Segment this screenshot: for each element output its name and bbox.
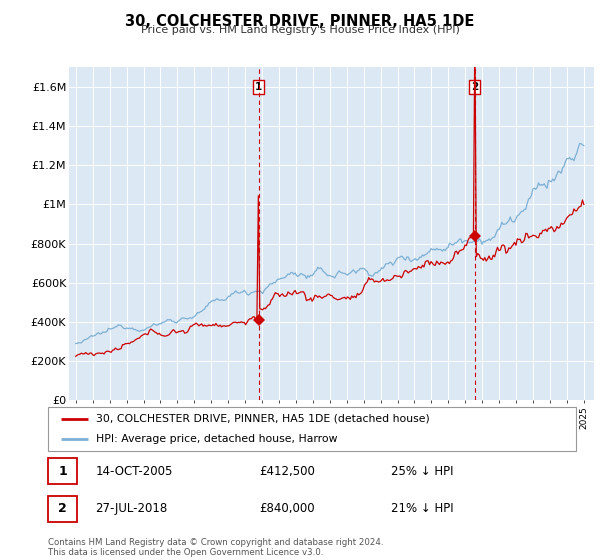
Text: 1: 1 [58,465,67,478]
FancyBboxPatch shape [48,459,77,484]
Text: HPI: Average price, detached house, Harrow: HPI: Average price, detached house, Harr… [95,434,337,444]
Text: 25% ↓ HPI: 25% ↓ HPI [391,465,454,478]
Text: 2: 2 [58,502,67,515]
FancyBboxPatch shape [48,496,77,521]
Text: 1: 1 [255,82,262,92]
Text: 30, COLCHESTER DRIVE, PINNER, HA5 1DE (detached house): 30, COLCHESTER DRIVE, PINNER, HA5 1DE (d… [95,414,429,424]
Text: Price paid vs. HM Land Registry's House Price Index (HPI): Price paid vs. HM Land Registry's House … [140,25,460,35]
Text: £412,500: £412,500 [259,465,315,478]
Text: £840,000: £840,000 [259,502,315,515]
Text: 14-OCT-2005: 14-OCT-2005 [95,465,173,478]
Text: 21% ↓ HPI: 21% ↓ HPI [391,502,454,515]
Text: Contains HM Land Registry data © Crown copyright and database right 2024.
This d: Contains HM Land Registry data © Crown c… [48,538,383,557]
FancyBboxPatch shape [48,407,576,451]
Text: 30, COLCHESTER DRIVE, PINNER, HA5 1DE: 30, COLCHESTER DRIVE, PINNER, HA5 1DE [125,14,475,29]
Text: 2: 2 [471,82,478,92]
Text: 27-JUL-2018: 27-JUL-2018 [95,502,168,515]
